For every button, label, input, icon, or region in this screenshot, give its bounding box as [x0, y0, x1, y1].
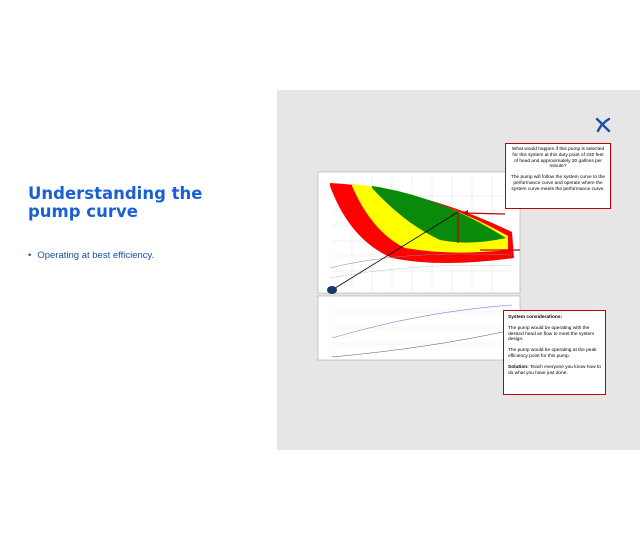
callout-text: The pump would be operating at the peak …	[508, 348, 597, 359]
callout-text: The pump would be operating with the des…	[508, 325, 595, 343]
origin-dot	[327, 286, 337, 294]
system-curve	[331, 211, 459, 291]
red-arrow	[463, 212, 506, 215]
green-zone	[372, 186, 506, 243]
callout: System considerations: The pump would be…	[503, 310, 606, 395]
curve	[329, 264, 513, 279]
heading-text: System considerations:	[508, 315, 563, 320]
callout-text: The pump will follow the system curve to…	[510, 175, 606, 192]
grid-lines	[332, 311, 512, 345]
callout-heading: System considerations:	[508, 315, 601, 321]
slide-title: Understanding the pump curve	[28, 184, 203, 221]
solution-text: Teach everyone you know how to do what y…	[508, 364, 601, 376]
curve	[331, 304, 513, 339]
bullet: Operating at best efficiency.	[28, 250, 154, 261]
logo-stroke	[596, 117, 611, 133]
curve	[331, 329, 513, 358]
logo	[595, 117, 611, 133]
callout-solution: Solution: Teach everyone you know how to…	[508, 365, 601, 377]
arrow-head	[462, 210, 468, 216]
solution-label: Solution:	[508, 364, 529, 370]
callout: What would happen if this pump is select…	[505, 143, 611, 209]
bullet-list: Operating at best efficiency.	[28, 250, 154, 261]
curve	[329, 253, 513, 269]
callout-text: What would happen if this pump is select…	[511, 147, 605, 170]
